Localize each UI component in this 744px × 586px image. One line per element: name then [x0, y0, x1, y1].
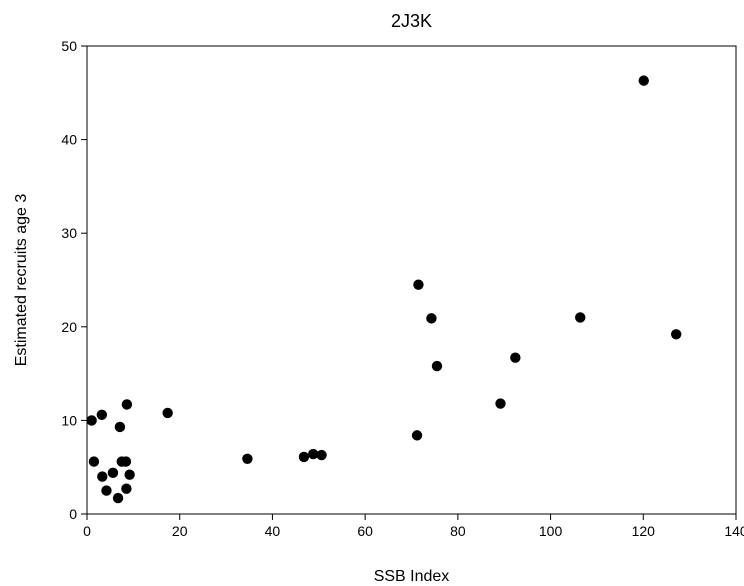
data-point — [121, 399, 133, 410]
x-tick-label: 0 — [83, 523, 91, 539]
data-point — [510, 352, 521, 363]
data-points — [86, 75, 682, 504]
data-point — [86, 415, 97, 426]
x-tick-label: 20 — [172, 523, 188, 539]
data-point — [120, 456, 132, 467]
x-axis-label: SSB Index — [374, 568, 450, 585]
x-tick-label: 60 — [357, 523, 373, 539]
data-point — [162, 407, 173, 419]
data-point — [121, 483, 132, 494]
data-point — [88, 456, 100, 467]
data-point — [316, 449, 327, 461]
y-tick-label: 50 — [61, 38, 77, 54]
y-tick-label: 0 — [69, 506, 77, 522]
x-tick-label: 140 — [724, 523, 744, 539]
chart-title: 2J3K — [391, 11, 432, 31]
data-point — [431, 360, 443, 372]
y-tick-label: 20 — [61, 319, 77, 335]
data-point — [112, 492, 124, 504]
data-point — [426, 313, 437, 324]
data-point — [298, 451, 310, 463]
x-tick-label: 120 — [632, 523, 656, 539]
data-point — [638, 75, 649, 86]
data-point — [124, 469, 135, 480]
x-tick-label: 80 — [450, 523, 466, 539]
data-point — [670, 329, 682, 340]
y-tick-label: 40 — [61, 132, 77, 148]
data-point — [107, 467, 119, 479]
data-point — [97, 471, 108, 482]
data-point — [308, 448, 319, 460]
y-axis: 0 10 20 30 40 50 — [61, 38, 87, 522]
data-point — [114, 421, 126, 433]
data-point — [96, 409, 108, 420]
x-tick-label: 100 — [539, 523, 563, 539]
data-point — [575, 312, 586, 323]
y-tick-label: 10 — [61, 412, 77, 428]
data-point — [495, 398, 506, 409]
y-axis-label: Estimated recruits age 3 — [13, 194, 30, 367]
x-axis: 0 20 40 60 80 100 120 140 — [83, 514, 744, 539]
data-point — [413, 279, 424, 290]
plot-area-frame — [86, 45, 737, 515]
data-point — [411, 430, 423, 441]
data-point — [242, 453, 253, 464]
y-tick-label: 30 — [61, 225, 77, 241]
data-point — [101, 485, 112, 496]
x-tick-label: 40 — [265, 523, 281, 539]
